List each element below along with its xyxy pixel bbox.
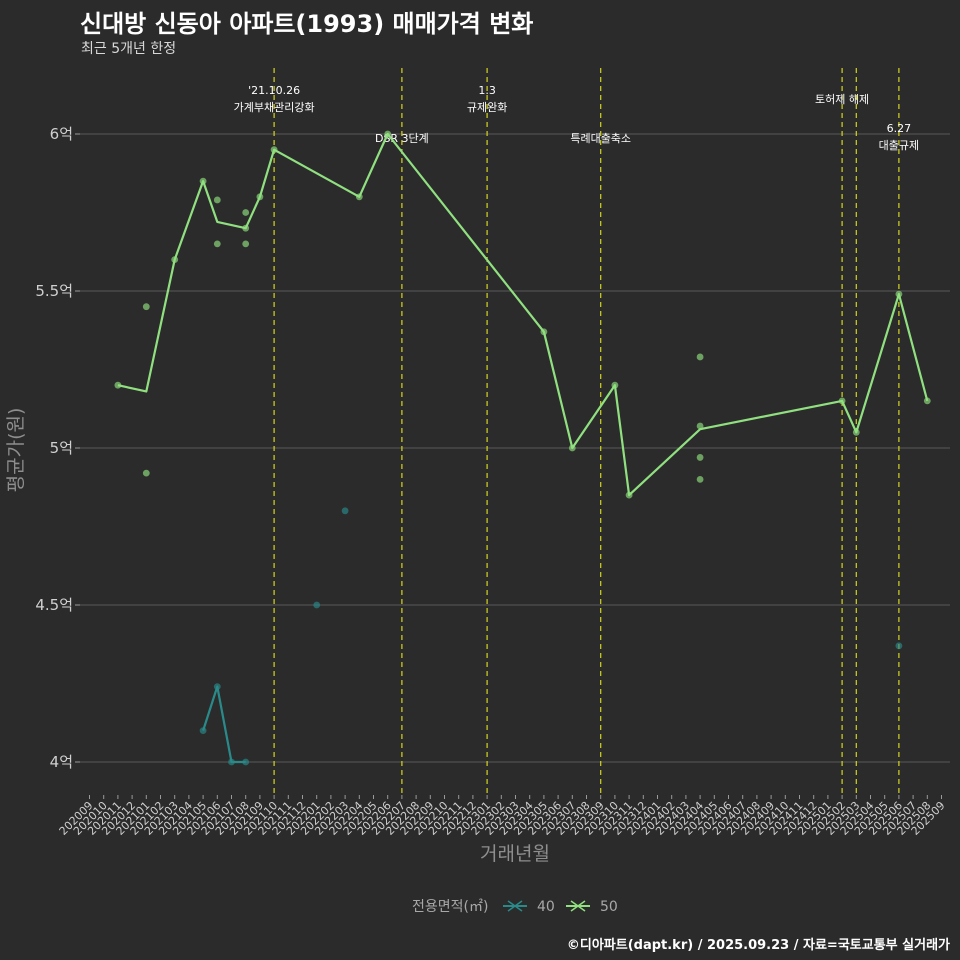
- data-point-40: [213, 683, 221, 691]
- data-point-50: [142, 303, 150, 311]
- data-point-50: [838, 397, 846, 405]
- event-annotation: 가계부채관리강화: [234, 101, 315, 114]
- data-point-50: [199, 177, 207, 185]
- y-tick-label: 4억: [50, 753, 73, 771]
- chart-subtitle: 최근 5개년 한정: [81, 41, 177, 57]
- event-annotation: 대출규제: [879, 139, 919, 152]
- data-point-40: [242, 758, 250, 766]
- legend-key: [507, 900, 523, 912]
- data-point-40: [341, 507, 349, 515]
- chart-title: 신대방 신동아 아파트(1993) 매매가격 변화: [80, 10, 534, 38]
- y-axis-title: 평균가(원): [5, 408, 27, 493]
- event-annotation: '21.10.26: [248, 84, 300, 97]
- x-axis: 2020092020102020112020122021012021022021…: [57, 795, 948, 838]
- x-axis-title: 거래년월: [480, 843, 550, 865]
- data-point-50: [923, 397, 931, 405]
- data-point-50: [242, 224, 250, 232]
- data-point-50: [696, 476, 704, 483]
- data-point-50: [696, 454, 704, 461]
- data-point-50: [611, 381, 619, 389]
- data-point-50: [114, 381, 122, 389]
- data-point-50: [213, 196, 221, 204]
- legend-label-50: 50: [600, 899, 618, 915]
- legend-item-50: 50: [566, 899, 618, 915]
- data-point-40: [199, 727, 207, 734]
- data-point-50: [142, 469, 150, 477]
- source-caption: ©디아파트(dapt.kr) / 2025.09.23 / 자료=국토교통부 실…: [566, 938, 950, 953]
- y-tick-label: 5.5억: [35, 282, 73, 300]
- legend-title: 전용면적(㎡): [412, 899, 488, 915]
- data-point-50: [355, 193, 363, 201]
- series-line-50: [117, 132, 929, 497]
- data-point-50: [852, 428, 860, 436]
- data-point-50: [568, 444, 576, 452]
- data-point-50: [242, 209, 250, 216]
- series-layer: [114, 130, 931, 766]
- legend-label-40: 40: [537, 899, 555, 915]
- event-annotation: 6.27: [887, 122, 912, 135]
- event-annotation: 특례대출축소: [570, 132, 631, 145]
- data-point-50: [270, 146, 278, 154]
- y-axis: 4억 4.5억 5억 5.5억 6억: [35, 125, 80, 771]
- data-point-40: [895, 642, 903, 650]
- y-tick-label: 6억: [50, 125, 73, 143]
- data-point-40: [228, 758, 235, 766]
- legend-key: [570, 900, 586, 912]
- data-point-50: [895, 290, 903, 298]
- data-point-40: [313, 601, 321, 609]
- data-point-50: [625, 491, 633, 499]
- series-line-40: [202, 685, 246, 764]
- event-annotation: 규제완화: [467, 101, 507, 114]
- y-tick-label: 5억: [50, 439, 73, 457]
- legend: 전용면적(㎡) 40 50: [412, 899, 618, 915]
- data-point-50: [696, 353, 704, 361]
- data-point-50: [171, 256, 179, 263]
- data-point-50: [213, 240, 221, 248]
- legend-item-40: 40: [503, 899, 555, 915]
- data-point-50: [256, 193, 264, 201]
- data-point-50: [540, 328, 548, 336]
- data-point-50: [242, 240, 250, 248]
- data-point-50: [384, 130, 392, 138]
- y-tick-label: 4.5억: [35, 596, 73, 614]
- event-annotation: 토허제 해제: [815, 92, 869, 106]
- event-annotation: 1.3: [478, 84, 496, 97]
- grid-lines: [80, 133, 950, 763]
- data-point-50: [696, 422, 704, 430]
